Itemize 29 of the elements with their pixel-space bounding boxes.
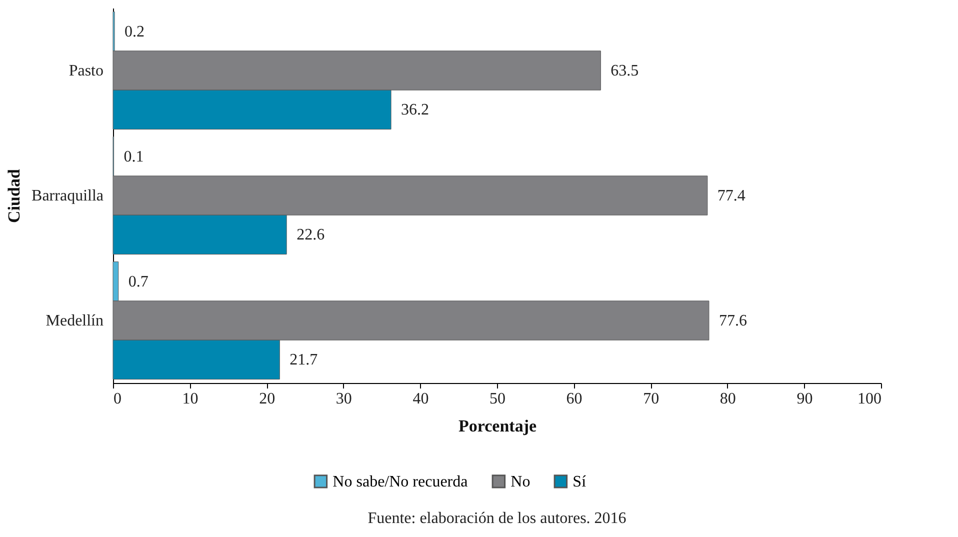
data-label: 21.7	[290, 352, 318, 369]
y-tick-label: Pasto	[68, 62, 104, 80]
data-label: 63.5	[610, 62, 639, 80]
x-tick-label: 90	[796, 390, 813, 408]
x-tick-label: 20	[259, 390, 276, 408]
legend-label: Sí	[572, 473, 587, 490]
x-tick-label: 100	[858, 390, 882, 408]
x-tick-label: 60	[566, 390, 582, 408]
x-tick-label: 80	[720, 390, 736, 408]
x-tick-label: 0	[114, 390, 122, 408]
x-tick-label: 70	[643, 390, 660, 408]
x-tick-label: 10	[182, 390, 198, 408]
data-label: 22.6	[296, 226, 325, 244]
source-note: Fuente: elaboración de los autores. 2016	[368, 510, 626, 527]
data-label: 77.4	[717, 188, 746, 204]
x-tick-label: 50	[490, 390, 506, 408]
data-label: 36.2	[401, 102, 430, 119]
x-tick-label: 30	[336, 390, 352, 408]
data-label: 0.2	[124, 23, 145, 40]
y-axis-title: Ciudad	[4, 168, 24, 223]
x-tick-label: 40	[412, 390, 429, 408]
legend-label: No	[510, 473, 530, 490]
y-tick-label: Barraquilla	[32, 188, 104, 204]
legend-label: No sabe/No recuerda	[332, 473, 468, 490]
data-label: 77.6	[718, 312, 747, 330]
data-label: 0.1	[124, 148, 144, 166]
x-axis-title: Porcentaje	[458, 416, 537, 436]
y-tick-label: Medellín	[46, 312, 104, 330]
data-label: 0.7	[128, 273, 148, 290]
